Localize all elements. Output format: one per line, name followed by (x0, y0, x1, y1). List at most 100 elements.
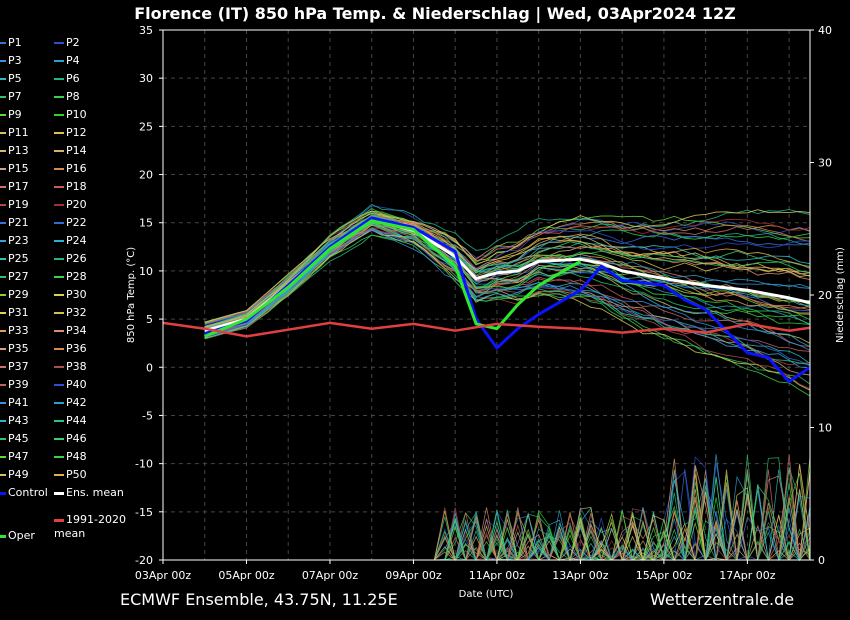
legend-label: P23 (8, 234, 29, 247)
y-tick-label: -15 (135, 506, 153, 519)
legend-label: P25 (8, 252, 29, 265)
legend-label: P24 (66, 234, 87, 247)
legend-label: P20 (66, 198, 87, 211)
legend-item: P7 (0, 90, 22, 104)
legend-item: P46 (54, 432, 87, 446)
precip-line (204, 456, 811, 561)
legend-item: P13 (0, 144, 29, 158)
legend-item: P43 (0, 414, 29, 428)
legend-label: P43 (8, 414, 29, 427)
legend-item: P11 (0, 126, 29, 140)
legend-label: P37 (8, 360, 29, 373)
legend-swatch (0, 42, 6, 44)
legend-label: P6 (66, 72, 80, 85)
legend-swatch (54, 186, 64, 188)
legend-label: P38 (66, 360, 87, 373)
y-tick-label: 10 (139, 265, 153, 278)
legend-item: P10 (54, 108, 87, 122)
legend-item-oper: Oper (0, 529, 35, 543)
x-tick-label: 11Apr 00z (469, 569, 526, 582)
legend-label: P15 (8, 162, 29, 175)
legend-item: P24 (54, 234, 87, 248)
x-tick-label: 05Apr 00z (218, 569, 275, 582)
precipitation-lines (204, 454, 811, 562)
legend-swatch (0, 420, 6, 422)
legend-swatch (0, 258, 6, 260)
legend-item: P29 (0, 288, 29, 302)
legend-swatch (54, 132, 64, 134)
legend-label: P33 (8, 324, 29, 337)
legend-swatch (0, 534, 6, 538)
legend-item: P36 (54, 342, 87, 356)
legend-label: P39 (8, 378, 29, 391)
legend-item: P32 (54, 306, 87, 320)
member-line (204, 229, 811, 391)
legend-item-climate-mean: 1991-2020 mean (54, 513, 126, 540)
legend-swatch (0, 294, 6, 296)
legend-item: P8 (54, 90, 80, 104)
y-axis-label: 850 hPa Temp. (°C) (126, 247, 137, 343)
legend-label: Control (8, 486, 48, 499)
legend-swatch (54, 240, 64, 242)
legend-label: P47 (8, 450, 29, 463)
legend-label: Ens. mean (66, 486, 124, 499)
precip-line (204, 454, 811, 562)
legend-item: P37 (0, 360, 29, 374)
legend-label: P9 (8, 108, 22, 121)
oper-line (204, 219, 582, 338)
legend-item: P17 (0, 180, 29, 194)
legend-item: P21 (0, 216, 29, 230)
legend-item: P30 (54, 288, 87, 302)
legend-item: P12 (54, 126, 87, 140)
legend-swatch (0, 60, 6, 62)
legend-item: P26 (54, 252, 87, 266)
legend-label: P48 (66, 450, 87, 463)
legend-label: P32 (66, 306, 87, 319)
member-line (204, 217, 811, 327)
legend-label: P40 (66, 378, 87, 391)
x-tick-label: 17Apr 00z (719, 569, 776, 582)
legend-swatch (54, 114, 64, 116)
x-tick-label: 13Apr 00z (552, 569, 609, 582)
legend-swatch (0, 240, 6, 242)
legend-swatch (54, 42, 64, 44)
legend-swatch (0, 222, 6, 224)
legend-label: P26 (66, 252, 87, 265)
legend-swatch (0, 348, 6, 350)
legend-item-control: Control (0, 486, 48, 500)
legend-item: P25 (0, 252, 29, 266)
legend-item: P5 (0, 72, 22, 86)
legend-label: P42 (66, 396, 87, 409)
legend-swatch (54, 366, 64, 368)
legend-label: P35 (8, 342, 29, 355)
legend-label: P49 (8, 468, 29, 481)
precip-line (204, 454, 811, 562)
legend-item: P23 (0, 234, 29, 248)
legend-label: P14 (66, 144, 87, 157)
legend-swatch (54, 420, 64, 422)
y2-tick-label: 20 (818, 289, 832, 302)
member-line (204, 223, 811, 366)
legend-item: P44 (54, 414, 87, 428)
legend-item: P6 (54, 72, 80, 86)
legend-label: P45 (8, 432, 29, 445)
legend-swatch (54, 168, 64, 170)
legend-swatch (54, 258, 64, 260)
y-tick-label: 0 (146, 361, 153, 374)
legend-swatch (54, 312, 64, 314)
y2-axis-label: Niederschlag (mm) (835, 247, 846, 343)
legend-swatch (0, 276, 6, 278)
y-tick-label: 5 (146, 313, 153, 326)
legend-label: P17 (8, 180, 29, 193)
legend-label: P5 (8, 72, 22, 85)
legend-item: P31 (0, 306, 29, 320)
left-axis-ticks: 35 30 25 20 15 10 5 0 -5 -10 -15 -20 (135, 24, 163, 567)
legend-swatch (0, 78, 6, 80)
right-axis-ticks: 40 30 20 10 0 (810, 24, 832, 567)
legend-item: P2 (54, 36, 80, 50)
legend-item: P20 (54, 198, 87, 212)
legend-item: P27 (0, 270, 29, 284)
legend-label: P29 (8, 288, 29, 301)
legend-item: P49 (0, 468, 29, 482)
legend-label: P28 (66, 270, 87, 283)
